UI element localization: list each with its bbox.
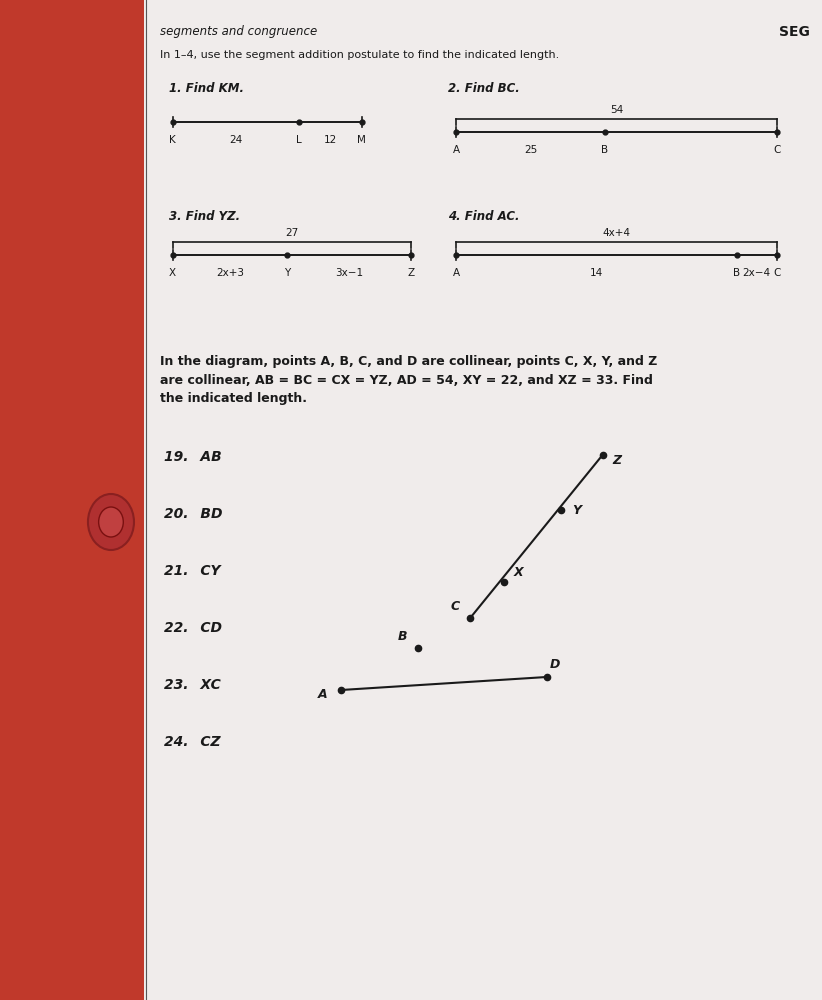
Text: 20.  BD: 20. BD (164, 507, 223, 521)
Text: C: C (774, 145, 780, 155)
Text: 1. Find KM.: 1. Find KM. (169, 82, 243, 95)
Text: D: D (550, 658, 560, 672)
Text: 25: 25 (524, 145, 537, 155)
Text: 4x+4: 4x+4 (603, 228, 630, 238)
Text: 23.  XC: 23. XC (164, 678, 221, 692)
Circle shape (88, 494, 134, 550)
Circle shape (99, 507, 123, 537)
Text: C: C (774, 268, 780, 278)
FancyBboxPatch shape (144, 0, 822, 1000)
Text: 3x−1: 3x−1 (335, 268, 363, 278)
Text: A: A (453, 268, 459, 278)
Text: C: C (450, 599, 460, 612)
Text: 4. Find AC.: 4. Find AC. (448, 210, 520, 223)
Text: X: X (514, 566, 524, 578)
Text: 54: 54 (610, 105, 623, 115)
Text: M: M (358, 135, 366, 145)
Text: 2x+3: 2x+3 (216, 268, 244, 278)
Text: 27: 27 (285, 228, 298, 238)
Text: 2. Find BC.: 2. Find BC. (448, 82, 520, 95)
Text: In 1–4, use the segment addition postulate to find the indicated length.: In 1–4, use the segment addition postula… (160, 50, 560, 60)
Text: X: X (169, 268, 176, 278)
Text: B: B (601, 145, 608, 155)
Text: segments and congruence: segments and congruence (160, 25, 317, 38)
Text: A: A (453, 145, 459, 155)
Text: 24.  CZ: 24. CZ (164, 735, 221, 749)
Text: Z: Z (612, 454, 622, 466)
Text: Z: Z (408, 268, 414, 278)
Text: 24: 24 (229, 135, 242, 145)
Text: L: L (296, 135, 302, 145)
Text: 12: 12 (324, 135, 337, 145)
Text: K: K (169, 135, 176, 145)
Text: In the diagram, points A, B, C, and D are collinear, points C, X, Y, and Z
are c: In the diagram, points A, B, C, and D ar… (160, 355, 658, 405)
Text: 3. Find YZ.: 3. Find YZ. (169, 210, 240, 223)
Text: Y: Y (572, 504, 580, 516)
Text: 22.  CD: 22. CD (164, 621, 223, 635)
Text: B: B (733, 268, 741, 278)
Text: 19.  AB: 19. AB (164, 450, 222, 464)
Text: SEG: SEG (778, 25, 810, 39)
Text: Y: Y (284, 268, 290, 278)
Text: B: B (398, 630, 408, 643)
Text: 21.  CY: 21. CY (164, 564, 221, 578)
Text: A: A (318, 688, 328, 702)
Text: 2x−4: 2x−4 (743, 268, 771, 278)
Text: 14: 14 (590, 268, 603, 278)
